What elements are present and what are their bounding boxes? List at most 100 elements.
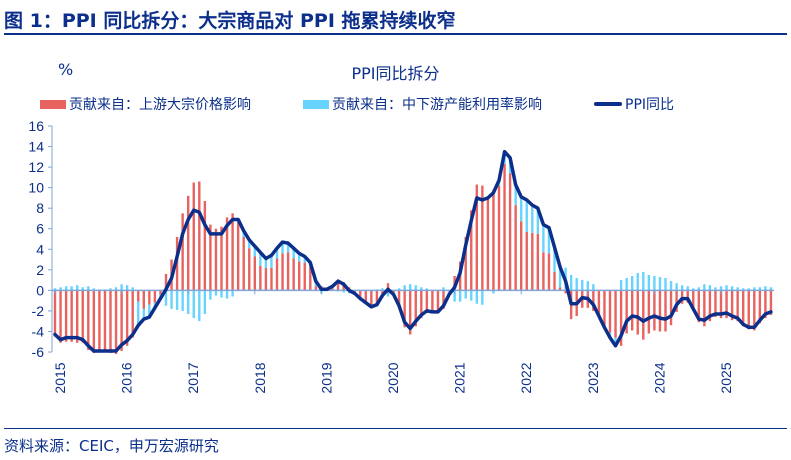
bar-upstream <box>664 290 667 332</box>
title-divider <box>4 33 787 35</box>
bar-downstream <box>753 287 756 291</box>
bar-upstream <box>692 290 695 311</box>
legend: 贡献来自：上游大宗价格影响 贡献来自：中下游产能利用率影响 PPI同比 <box>40 94 726 114</box>
bar-upstream <box>253 256 256 291</box>
bar-downstream <box>747 288 750 291</box>
bar-upstream <box>114 290 118 355</box>
bar-downstream <box>475 290 478 304</box>
bar-downstream <box>553 247 556 272</box>
bar-downstream <box>409 284 412 291</box>
bar-upstream <box>503 164 506 291</box>
bar-downstream <box>137 301 140 326</box>
bar-downstream <box>697 287 700 291</box>
bar-upstream <box>248 248 251 291</box>
bar-upstream <box>769 290 773 316</box>
x-tick-label: 2015 <box>52 362 68 393</box>
bar-downstream <box>575 278 578 291</box>
legend-label: PPI同比 <box>625 97 675 113</box>
bar-upstream <box>259 265 262 291</box>
bar-upstream <box>92 290 96 354</box>
bar-downstream <box>175 290 179 310</box>
bar-downstream <box>764 286 767 291</box>
bar-upstream <box>164 273 168 291</box>
bar-upstream <box>653 290 656 331</box>
bar-downstream <box>692 288 695 291</box>
y-tick-label: 16 <box>28 118 44 134</box>
bar-downstream <box>420 287 423 291</box>
bar-upstream <box>686 290 689 303</box>
bar-upstream <box>481 185 484 291</box>
bar-downstream <box>520 196 523 222</box>
x-tick-label: 2025 <box>718 362 734 393</box>
y-tick-label: 8 <box>36 200 44 216</box>
bar-downstream <box>125 285 129 291</box>
bar-downstream <box>442 287 445 291</box>
bar-upstream <box>192 182 195 291</box>
bar-downstream <box>87 286 90 291</box>
bar-downstream <box>298 253 301 262</box>
bar-upstream <box>758 290 762 324</box>
bar-upstream <box>697 290 700 323</box>
bar-downstream <box>730 286 734 291</box>
bar-upstream <box>431 290 434 312</box>
bar-downstream <box>259 252 262 266</box>
x-tick-label: 2021 <box>452 362 468 393</box>
bar-downstream <box>470 290 473 301</box>
legend-swatch-ppi <box>594 102 622 106</box>
legend-swatch-upstream <box>40 99 66 109</box>
bar-downstream <box>120 284 123 291</box>
bar-downstream <box>742 288 745 291</box>
bar-upstream <box>120 290 123 351</box>
bar-upstream <box>608 290 612 333</box>
bar-upstream <box>187 195 190 291</box>
bar-upstream <box>236 222 240 291</box>
bar-upstream <box>470 210 473 291</box>
bar-upstream <box>386 283 390 291</box>
bar-downstream <box>414 285 417 291</box>
bar-upstream <box>642 290 645 340</box>
bar-upstream <box>675 290 678 312</box>
bar-upstream <box>647 290 651 334</box>
bar-downstream <box>64 286 68 291</box>
bar-upstream <box>220 226 223 291</box>
bar-upstream <box>486 197 490 291</box>
bar-downstream <box>458 290 462 302</box>
bar-upstream <box>409 290 412 335</box>
bar-downstream <box>342 290 345 293</box>
bar-upstream <box>464 236 467 291</box>
bar-upstream <box>292 258 295 291</box>
bar-downstream <box>425 288 429 291</box>
bar-downstream <box>142 308 145 320</box>
bar-downstream <box>525 199 528 232</box>
y-tick-label: -6 <box>32 344 45 360</box>
bar-upstream <box>742 290 745 327</box>
bar-downstream <box>653 275 656 291</box>
bar-upstream <box>76 290 79 343</box>
bar-upstream <box>753 290 756 331</box>
legend-item-upstream: 贡献来自：上游大宗价格影响 <box>40 94 251 114</box>
y-tick-label: 14 <box>28 139 44 155</box>
legend-item-downstream: 贡献来自：中下游产能利用率影响 <box>303 94 542 114</box>
ppi-line <box>53 149 773 353</box>
bar-upstream <box>636 290 639 335</box>
bar-upstream <box>175 236 179 291</box>
bar-downstream <box>286 243 290 253</box>
bar-downstream <box>658 277 662 291</box>
chart-title: PPI同比拆分 <box>351 64 440 83</box>
bar-upstream <box>336 280 340 291</box>
bar-downstream <box>164 290 168 306</box>
x-tick-label: 2016 <box>119 362 135 393</box>
bar-upstream <box>669 290 673 326</box>
bar-upstream <box>414 290 417 327</box>
bar-downstream <box>187 290 190 314</box>
bar-downstream <box>719 286 723 291</box>
footer-divider <box>4 428 787 429</box>
bar-downstream <box>758 287 762 291</box>
bar-upstream <box>703 290 706 327</box>
x-tick-label: 2019 <box>318 362 334 393</box>
bar-upstream <box>542 252 545 291</box>
bar-upstream <box>364 290 367 302</box>
bar-downstream <box>642 271 645 291</box>
